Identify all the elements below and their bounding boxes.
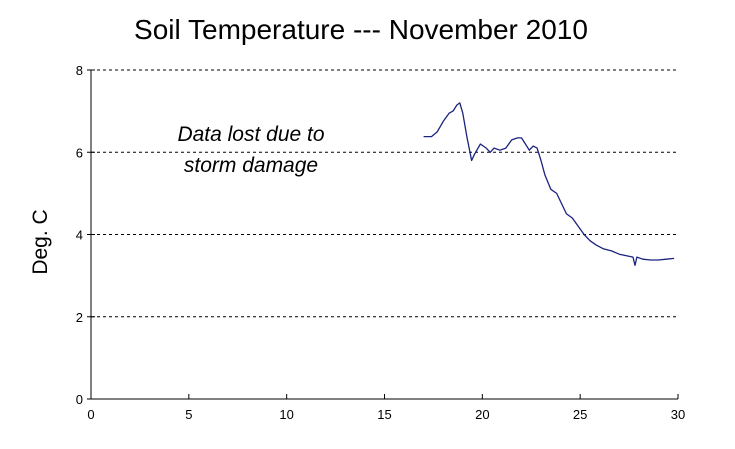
x-tick-label-0: 0 (87, 407, 94, 422)
gridlines (91, 69, 678, 318)
y-tick-label-4: 4 (76, 228, 83, 243)
y-axis-label: Deg. C (29, 209, 52, 274)
axis-ticks: 0 2 4 6 8 0 5 10 15 20 25 30 (76, 63, 685, 422)
annotation-line-2: storm damage (184, 154, 318, 177)
x-tick-label-30: 30 (671, 407, 685, 422)
x-tick-label-10: 10 (279, 407, 293, 422)
x-tick-label-5: 5 (185, 407, 192, 422)
x-tick-label-15: 15 (377, 407, 391, 422)
annotation-line-1: Data lost due to (177, 123, 324, 146)
y-tick-label-0: 0 (76, 392, 83, 407)
chart-title: Soil Temperature --- November 2010 (134, 14, 588, 45)
x-tick-label-25: 25 (573, 407, 587, 422)
y-tick-label-2: 2 (76, 310, 83, 325)
x-tick-label-20: 20 (475, 407, 489, 422)
y-tick-label-8: 8 (76, 63, 83, 78)
y-tick-label-6: 6 (76, 145, 83, 160)
series-line-soil-temperature (423, 102, 675, 266)
